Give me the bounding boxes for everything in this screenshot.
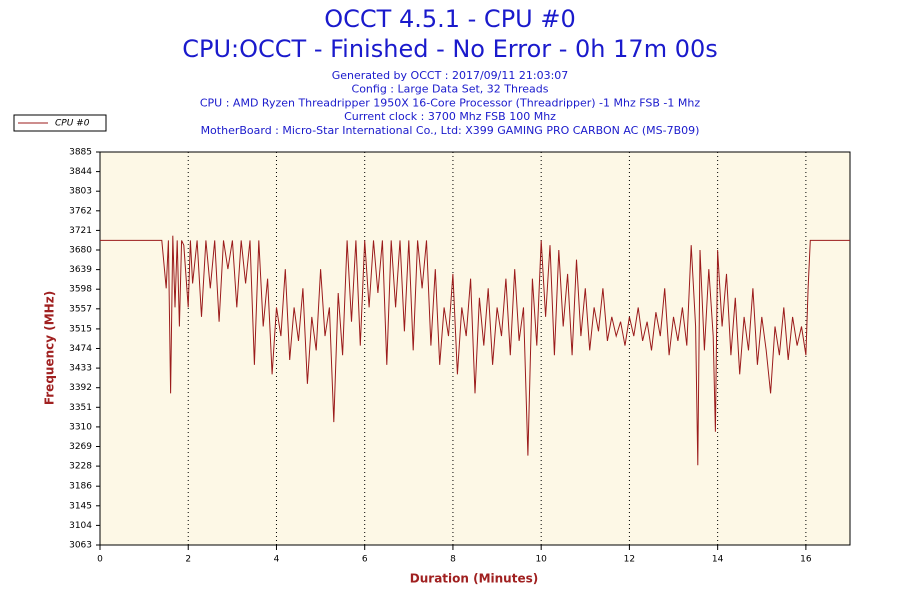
info-line: Config : Large Data Set, 32 Threads xyxy=(352,83,549,96)
legend-box xyxy=(13,114,107,132)
y-axis-label: Frequency (MHz) xyxy=(43,291,57,405)
y-tick-label: 3474 xyxy=(69,344,92,354)
x-tick-label: 0 xyxy=(97,555,103,565)
chart-subtitle: CPU:OCCT - Finished - No Error - 0h 17m … xyxy=(182,35,718,63)
y-tick-label: 3844 xyxy=(69,167,92,177)
y-tick-label: 3104 xyxy=(69,521,92,531)
x-tick-label: 10 xyxy=(535,555,547,565)
x-tick-label: 14 xyxy=(712,555,724,565)
plot-area xyxy=(99,151,851,546)
y-tick-label: 3063 xyxy=(69,541,92,551)
y-tick-label: 3228 xyxy=(69,462,92,472)
y-tick-label: 3885 xyxy=(69,148,92,158)
y-tick-label: 3803 xyxy=(69,187,92,197)
y-tick-label: 3433 xyxy=(69,364,92,374)
info-line: CPU : AMD Ryzen Threadripper 1950X 16-Co… xyxy=(200,96,700,109)
y-tick-label: 3515 xyxy=(69,324,92,334)
y-tick-label: 3598 xyxy=(69,285,92,295)
data-line xyxy=(100,235,850,466)
x-axis-label: Duration (Minutes) xyxy=(410,572,538,586)
x-tick-label: 8 xyxy=(450,555,456,565)
y-tick-label: 3269 xyxy=(69,442,92,452)
info-line: Generated by OCCT : 2017/09/11 21:03:07 xyxy=(332,69,569,82)
x-tick-label: 12 xyxy=(624,555,635,565)
x-tick-label: 2 xyxy=(185,555,191,565)
info-line: MotherBoard : Micro-Star International C… xyxy=(201,124,700,137)
x-tick-label: 16 xyxy=(800,555,812,565)
chart-title: OCCT 4.5.1 - CPU #0 xyxy=(324,5,575,33)
y-tick-label: 3392 xyxy=(69,383,92,393)
y-tick-label: 3310 xyxy=(69,422,92,432)
legend-label: CPU #0 xyxy=(55,119,90,129)
y-tick-label: 3186 xyxy=(69,482,92,492)
x-tick-label: 6 xyxy=(362,555,368,565)
y-tick-label: 3680 xyxy=(69,246,92,256)
y-tick-label: 3639 xyxy=(69,265,92,275)
y-tick-label: 3557 xyxy=(69,304,92,314)
y-tick-label: 3721 xyxy=(69,226,92,236)
y-tick-label: 3351 xyxy=(69,403,92,413)
y-tick-label: 3762 xyxy=(69,206,92,216)
x-tick-label: 4 xyxy=(274,555,280,565)
info-line: Current clock : 3700 Mhz FSB 100 Mhz xyxy=(344,110,556,123)
y-tick-label: 3145 xyxy=(69,501,92,511)
